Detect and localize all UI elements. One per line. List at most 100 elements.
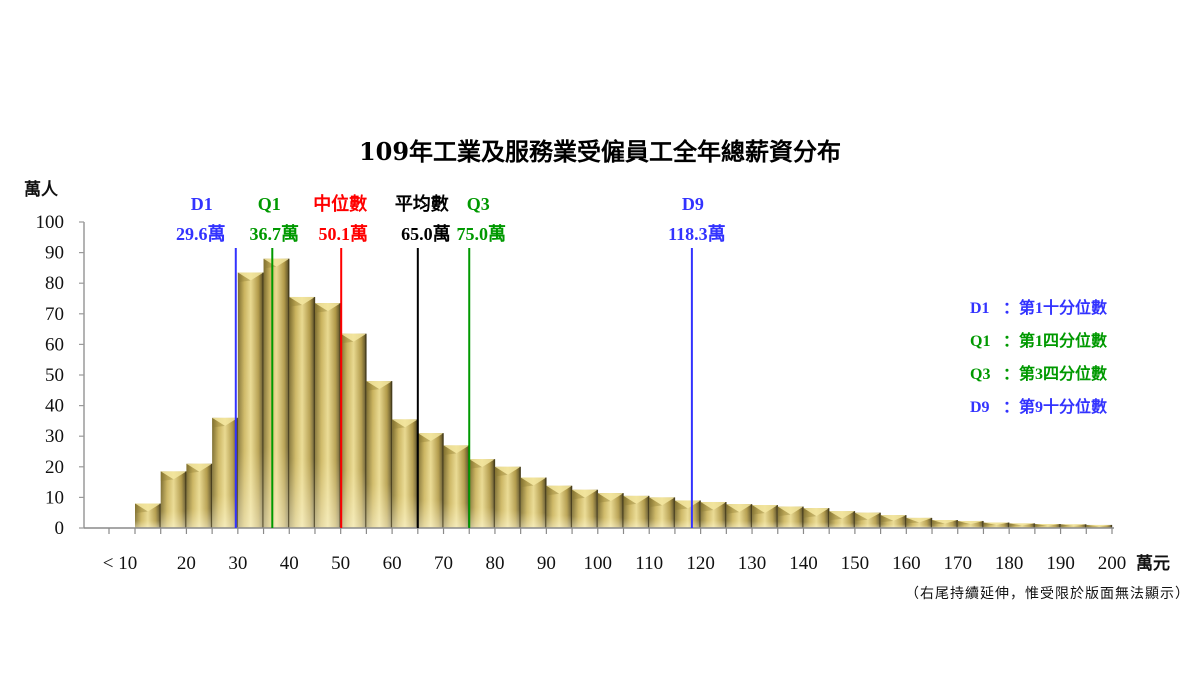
histogram-bar [829,511,856,528]
x-tick-label: 190 [1046,553,1075,574]
x-tick-label: 180 [995,553,1024,574]
y-tick-label: 40 [45,396,64,417]
marker-value: 36.7萬 [250,224,300,244]
x-tick-label: 140 [789,553,818,574]
histogram-bar [572,489,599,528]
y-tick-label: 80 [45,273,64,294]
chart-title: 109年工業及服務業受僱員工全年總薪資分布 [359,137,841,166]
legend-item-q1: Q1 ：第1四分位數 [970,331,1107,350]
histogram-bar [1009,523,1036,528]
x-axis: < 10 20 30 40 50 60 70 80 90 100 110 120 130 140 150 16… [84,527,1127,574]
marker-value: 65.0萬 [401,224,451,244]
histogram-bar [1034,524,1061,528]
svg-text:：第1四分位數: ：第1四分位數 [1003,331,1107,350]
marker-name: D9 [682,194,704,214]
histogram-bar [212,417,239,528]
x-tick-label: 20 [177,553,196,574]
y-tick-label: 50 [45,365,64,386]
legend-item-q3: Q3 ：第3四分位數 [970,364,1107,383]
y-axis-unit-label: 萬人 [24,179,59,200]
marker-value: 75.0萬 [456,224,506,244]
y-tick-label: 90 [45,243,64,264]
histogram-bar [366,381,393,528]
marker-name: Q1 [258,194,281,214]
histogram-bar [983,522,1010,528]
bars [135,258,1113,528]
legend-item-d1: D1 ：第1十分位數 [970,298,1107,317]
histogram-bar [880,515,907,528]
y-tick-label: 100 [36,212,65,233]
marker-value: 29.6萬 [176,224,226,244]
x-tick-label: 110 [635,553,663,574]
histogram-bar [854,512,881,528]
x-tick-label: 80 [485,553,504,574]
x-tick-label: 160 [892,553,921,574]
svg-text:：第3四分位數: ：第3四分位數 [1003,364,1107,383]
histogram-bar [726,504,753,528]
marker-value: 118.3萬 [668,224,726,244]
x-axis-unit-label: 萬元 [1136,553,1170,574]
histogram-bar [443,445,470,528]
histogram-bar [520,477,547,528]
marker-d1: D1 29.6萬 [176,194,237,528]
histogram-bar [906,517,933,528]
y-tick-label: 30 [45,426,64,447]
histogram-bar [1086,524,1113,528]
y-axis: 0 10 20 30 40 50 60 70 80 90 100 [36,212,85,539]
svg-text:Q1: Q1 [970,333,990,350]
histogram-bar [674,500,701,528]
histogram-bar [623,495,650,528]
y-tick-label: 70 [45,304,64,325]
histogram-bar [803,508,830,528]
marker-q3: Q3 75.0萬 [456,194,506,528]
histogram-bar [469,459,496,528]
x-tick-label: 200 [1098,553,1127,574]
histogram-bar [237,272,264,528]
marker-name: Q3 [467,194,490,214]
histogram-bar [314,303,341,528]
histogram-bar [263,258,290,528]
y-tick-label: 0 [55,518,65,539]
x-tick-label: 90 [537,553,556,574]
x-tick-label: 40 [280,553,299,574]
histogram-bar [392,419,419,528]
histogram-bar [777,506,804,528]
histogram-bar [752,505,779,528]
x-tick-label: 100 [584,553,613,574]
marker-name: 中位數 [313,193,367,214]
marker-value: 50.1萬 [318,224,368,244]
histogram-bar [957,520,984,528]
x-tick-label: 130 [738,553,767,574]
legend-item-d9: D9 ：第9十分位數 [970,397,1107,416]
svg-text:Q3: Q3 [970,366,990,383]
histogram-bar [597,493,624,528]
x-tick-label: 150 [841,553,870,574]
histogram-bar [417,433,444,528]
x-tick-label: 30 [228,553,247,574]
histogram-bar [1060,524,1087,528]
marker-median: 中位數 50.1萬 [313,193,368,528]
x-tick-label: 60 [383,553,402,574]
svg-text:：第1十分位數: ：第1十分位數 [1003,298,1107,317]
y-tick-label: 20 [45,457,64,478]
svg-text:D9: D9 [970,399,990,416]
svg-text:：第9十分位數: ：第9十分位數 [1003,397,1107,416]
marker-mean: 平均數 65.0萬 [395,193,451,528]
histogram-bar [160,471,187,528]
marker-q1: Q1 36.7萬 [250,194,300,528]
x-tick-label: < 10 [103,553,137,574]
legend: D1 ：第1十分位數 Q1 ：第1四分位數 Q3 ：第3四分位數 D9 ：第9十分位數 [970,298,1107,416]
histogram-bar [649,497,676,528]
histogram-bar [932,520,958,528]
marker-name: D1 [191,194,213,214]
x-tick-label: 70 [434,553,453,574]
histogram-bar [546,485,573,528]
histogram-bar [494,466,521,528]
marker-name: 平均數 [395,193,449,214]
footnote: （右尾持續延伸，惟受限於版面無法顯示） [905,586,1190,602]
y-tick-label: 10 [45,487,64,508]
x-tick-label: 50 [331,553,350,574]
histogram-bar [135,503,161,528]
